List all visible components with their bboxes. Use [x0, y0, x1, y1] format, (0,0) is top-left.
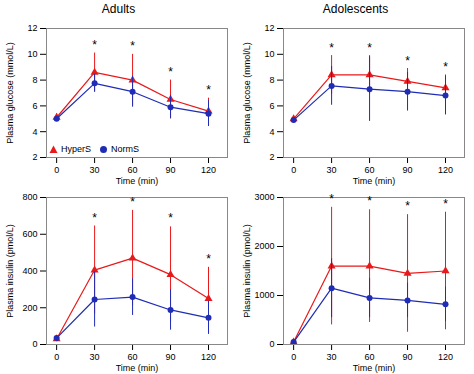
svg-text:*: *: [92, 38, 97, 52]
svg-text:400: 400: [22, 266, 37, 276]
svg-text:Plasma insulin (pmol/L): Plasma insulin (pmol/L): [242, 224, 252, 318]
html-text:Adults: Adults: [101, 2, 136, 16]
svg-text:0: 0: [291, 352, 296, 362]
svg-text:Plasma glucose (mmol/L): Plasma glucose (mmol/L): [5, 42, 15, 144]
svg-text:*: *: [405, 199, 410, 213]
svg-text:30: 30: [327, 352, 337, 362]
svg-text:3000: 3000: [254, 192, 274, 202]
svg-text:120: 120: [438, 352, 453, 362]
svg-text:10: 10: [27, 49, 37, 59]
svg-text:120: 120: [201, 165, 216, 175]
svg-text:*: *: [443, 60, 448, 74]
svg-text:600: 600: [22, 229, 37, 239]
svg-text:6: 6: [269, 101, 274, 111]
svg-text:*: *: [405, 54, 410, 68]
svg-text:90: 90: [166, 165, 176, 175]
svg-text:60: 60: [128, 352, 138, 362]
svg-text:*: *: [443, 197, 448, 211]
svg-text:4: 4: [269, 127, 274, 137]
svg-text:*: *: [329, 41, 334, 55]
svg-text:*: *: [130, 195, 135, 209]
svg-text:8: 8: [269, 75, 274, 85]
svg-text:*: *: [130, 39, 135, 53]
svg-text:12: 12: [264, 23, 274, 33]
svg-text:200: 200: [22, 303, 37, 313]
svg-text:*: *: [206, 83, 211, 97]
svg-text:12: 12: [27, 23, 37, 33]
svg-text:0: 0: [32, 339, 37, 349]
svg-text:1000: 1000: [254, 290, 274, 300]
svg-text:*: *: [168, 65, 173, 79]
svg-text:90: 90: [166, 352, 176, 362]
svg-text:*: *: [367, 194, 372, 208]
html-text:Adolescents: Adolescents: [322, 2, 389, 16]
svg-text:Plasma glucose (mmol/L): Plasma glucose (mmol/L): [242, 42, 252, 144]
svg-text:2000: 2000: [254, 241, 274, 251]
svg-text:0: 0: [291, 165, 296, 175]
svg-text:120: 120: [201, 352, 216, 362]
svg-text:Plasma insulin (pmol/L): Plasma insulin (pmol/L): [5, 224, 15, 318]
svg-text:Time (min): Time (min): [116, 363, 159, 373]
svg-text:30: 30: [90, 165, 100, 175]
svg-text:0: 0: [54, 165, 59, 175]
svg-text:90: 90: [403, 165, 413, 175]
svg-text:30: 30: [327, 165, 337, 175]
svg-text:0: 0: [54, 352, 59, 362]
svg-text:*: *: [329, 192, 334, 206]
svg-text:120: 120: [438, 165, 453, 175]
html-text:NormS: NormS: [111, 144, 139, 154]
svg-text:0: 0: [269, 339, 274, 349]
svg-text:60: 60: [365, 352, 375, 362]
svg-text:8: 8: [32, 75, 37, 85]
svg-text:800: 800: [22, 192, 37, 202]
html-text:HyperS: HyperS: [61, 144, 91, 154]
svg-text:10: 10: [264, 49, 274, 59]
svg-text:60: 60: [365, 165, 375, 175]
svg-text:*: *: [168, 211, 173, 225]
svg-text:90: 90: [403, 352, 413, 362]
svg-text:Time (min): Time (min): [353, 363, 396, 373]
svg-text:Time (min): Time (min): [116, 176, 159, 186]
svg-text:*: *: [367, 41, 372, 55]
svg-text:2: 2: [32, 152, 37, 162]
svg-text:*: *: [92, 211, 97, 225]
svg-text:60: 60: [128, 165, 138, 175]
svg-text:2: 2: [269, 152, 274, 162]
svg-text:6: 6: [32, 101, 37, 111]
svg-text:30: 30: [90, 352, 100, 362]
svg-text:4: 4: [32, 127, 37, 137]
svg-text:*: *: [206, 252, 211, 266]
svg-text:Time (min): Time (min): [353, 176, 396, 186]
